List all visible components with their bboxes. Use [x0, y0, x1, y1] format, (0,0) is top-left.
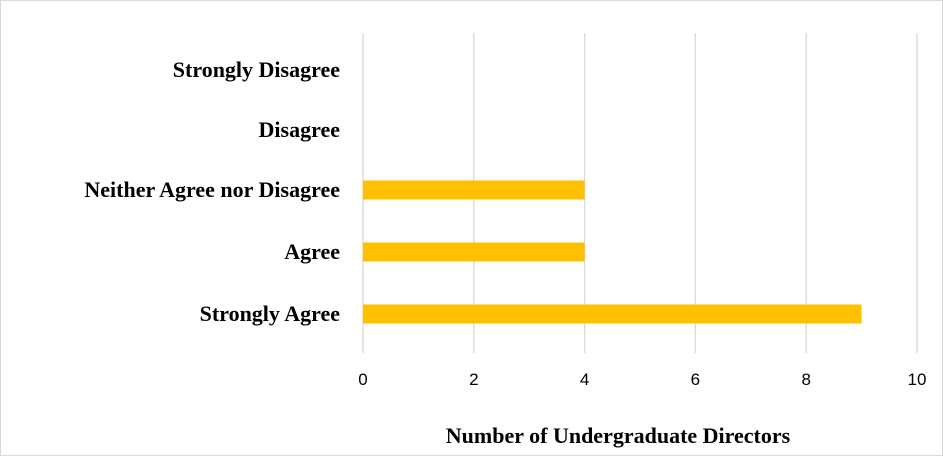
bar [363, 180, 585, 200]
x-tick-label: 2 [469, 370, 478, 389]
category-label: Disagree [259, 117, 341, 142]
category-label: Neither Agree nor Disagree [84, 177, 340, 202]
x-tick-label: 0 [358, 370, 367, 389]
bar [363, 242, 585, 262]
x-tick-labels: 0 2 4 6 8 10 [358, 370, 926, 389]
category-labels: Strongly Disagree Disagree Neither Agree n… [84, 57, 340, 326]
x-tick-label: 6 [691, 370, 700, 389]
bars [363, 180, 862, 324]
x-tick-label: 10 [908, 370, 927, 389]
category-label: Strongly Disagree [173, 57, 340, 82]
x-tick-label: 8 [801, 370, 810, 389]
x-axis-title: Number of Undergraduate Directors [446, 423, 791, 448]
bar [363, 304, 862, 324]
category-label: Strongly Agree [200, 301, 341, 326]
category-label: Agree [284, 239, 340, 264]
x-tick-label: 4 [580, 370, 589, 389]
